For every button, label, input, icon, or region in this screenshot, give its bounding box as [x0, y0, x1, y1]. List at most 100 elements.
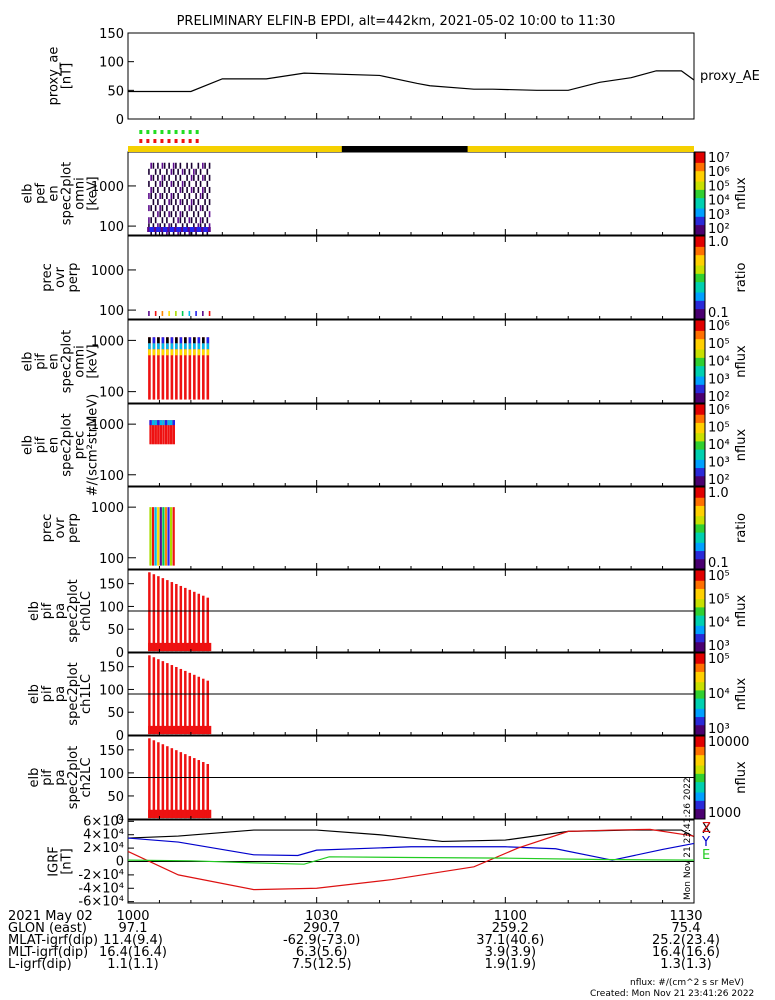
spectrogram-cell: [208, 223, 211, 230]
colorbar-tick-label: 1000: [708, 806, 741, 821]
y-tick-label: 0: [116, 729, 124, 744]
spectrogram-cell: [154, 809, 158, 819]
y-label-line: #/(scm²strMeV): [86, 394, 101, 497]
spectrogram-cell: [202, 174, 204, 181]
spectrogram-cell: [168, 162, 170, 169]
series-line-igrf-x: [127, 829, 695, 843]
ephemeris-value: 1.3(1.3): [660, 957, 712, 972]
colorbar-segment: [695, 694, 705, 697]
colorbar-segment: [695, 220, 705, 224]
spectrogram-cell: [202, 193, 204, 200]
colorbar-segment: [695, 661, 705, 664]
spectrogram-cell: [184, 205, 186, 212]
spectrogram-cell: [184, 642, 187, 652]
ephemeris-row-label: MLT-igrf(dip): [8, 945, 88, 960]
spectrogram-cell: [179, 343, 183, 350]
colorbar-label: nflux: [734, 177, 749, 210]
colorbar-segment: [695, 659, 705, 662]
spectrogram-pif_en_spec2plot_omni: [148, 337, 210, 400]
spectrogram-cell: [208, 162, 211, 169]
colorbar-segment: [695, 600, 705, 604]
spectrogram-cell: [159, 211, 161, 218]
spectrogram-cell: [204, 162, 206, 169]
colorbar-segment: [695, 671, 705, 674]
spectrogram-cell: [192, 227, 196, 232]
spectrogram-cell: [172, 507, 175, 566]
spectrogram-cell: [179, 752, 183, 819]
spectrogram-cell: [168, 174, 170, 181]
ephemeris-value: 1100: [494, 909, 527, 924]
colorbar-segment: [695, 617, 705, 620]
spectrogram-cell: [148, 337, 151, 344]
spectrogram-cell: [184, 180, 186, 187]
colorbar-segment: [695, 386, 705, 389]
spectrogram-cell: [166, 809, 169, 819]
spectrogram-cell: [148, 223, 150, 230]
spectrogram-cell: [197, 676, 201, 735]
spectrogram-cell: [170, 582, 174, 652]
spectrogram-cell: [206, 193, 209, 200]
colorbar-segment: [695, 176, 705, 180]
spectrogram-cell: [188, 756, 192, 819]
igrf-legend-y: Y: [701, 835, 710, 850]
colorbar-segment: [695, 767, 705, 770]
spectrogram-cell: [181, 199, 184, 206]
ephemeris-value: 75.4: [672, 921, 701, 936]
spectrogram-cell: [194, 227, 198, 232]
spectrogram-cell: [157, 337, 160, 400]
colorbar-segment: [695, 242, 705, 245]
spectrogram-cell: [152, 349, 156, 356]
spectrogram-cell: [189, 227, 193, 232]
spectrogram-cell: [154, 420, 157, 426]
spectrogram-cell: [206, 337, 210, 344]
colorbar-segment: [695, 371, 705, 375]
spectrogram-cell: [166, 580, 169, 652]
spectrogram-cell: [188, 343, 192, 350]
spectrogram-cell: [204, 186, 206, 193]
spectrogram-cell: [172, 420, 175, 426]
ephemeris-value: 25.2(23.4): [652, 933, 720, 948]
colorbar-segment: [695, 517, 705, 521]
spectrogram-cell: [181, 809, 185, 819]
colorbar-segment: [695, 758, 705, 762]
colorbar-segment: [695, 625, 705, 628]
spectrogram-cell: [175, 343, 178, 350]
y-tick-label: 50: [107, 84, 124, 99]
fov-mark-green: [181, 130, 185, 134]
spectrogram-cell: [172, 725, 176, 735]
spectrogram-cell: [154, 193, 157, 200]
ephemeris-value: 1130: [669, 909, 702, 924]
colorbar-segment: [695, 629, 705, 632]
y-label-line: pef: [34, 183, 49, 204]
colorbar-segment: [695, 724, 705, 728]
colorbar-label: nflux: [734, 429, 749, 462]
y-label-line: spec2plot: [60, 413, 75, 476]
colorbar-segment: [695, 706, 705, 709]
colorbar-pa_spec2plot_ch1LC: 10³ 10⁴ 10⁵ nflux: [694, 652, 749, 737]
page-title: PRELIMINARY ELFIN-B EPDI, alt=442km, 202…: [177, 14, 616, 29]
spectrogram-cell: [157, 223, 159, 230]
spectrogram-cell: [170, 507, 173, 566]
spectrogram-cell: [195, 311, 197, 316]
fov-mark-red: [139, 139, 143, 143]
spectrogram-cell: [175, 337, 178, 400]
spectrogram-cell: [193, 674, 196, 735]
spectrogram-cell: [172, 162, 175, 169]
spectrogram-cell: [208, 725, 212, 735]
colorbar-segment: [695, 519, 705, 523]
spectrogram-cell: [178, 227, 182, 232]
colorbar-segment: [695, 262, 705, 266]
colorbar-segment: [695, 635, 705, 639]
spectrogram-cell: [193, 642, 196, 652]
spectrogram-cell: [181, 725, 185, 735]
spectrogram-cell: [152, 174, 155, 181]
spectrogram-cell: [166, 193, 168, 200]
colorbar-segment: [695, 810, 705, 814]
colorbar-segment: [695, 340, 705, 344]
colorbar-segment: [695, 376, 705, 379]
spectrogram-cell: [177, 180, 179, 187]
colorbar-label: ratio: [734, 513, 749, 543]
spectrogram-cell: [202, 217, 204, 224]
